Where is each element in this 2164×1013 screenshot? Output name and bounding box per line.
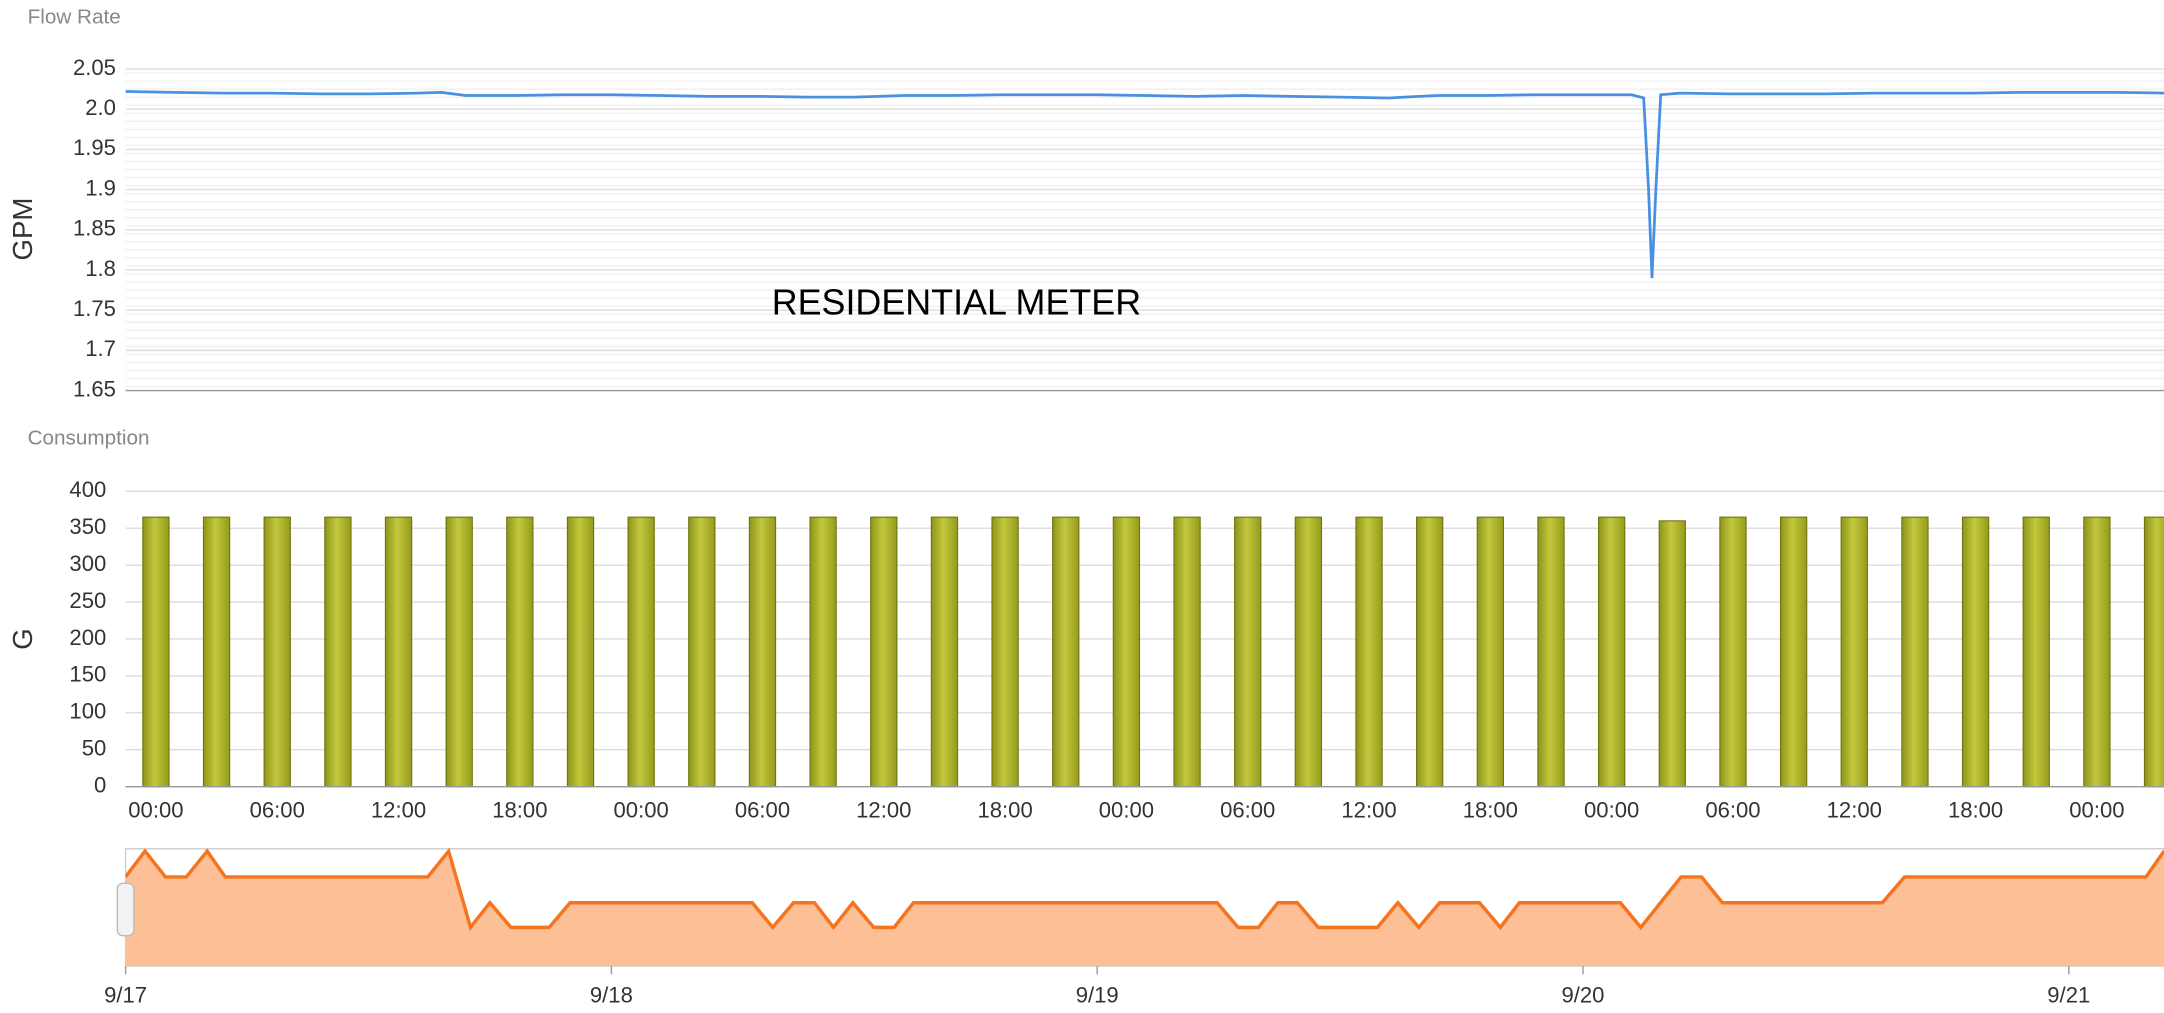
x-tick-label: 9/19	[1076, 982, 1119, 1007]
labels: 1.65 1.7 1.75 1.8 1.85 1.9 1.95 2.0 2.05 0 50 100 15…	[69, 55, 2164, 1007]
y-tick-label: 150	[69, 662, 106, 687]
x-tick-label: 06:00	[735, 797, 790, 822]
x-tick-label: 06:00	[1705, 797, 1760, 822]
x-tick-label: 12:00	[856, 797, 911, 822]
y-tick-label: 300	[69, 551, 106, 576]
x-tick-label: 12:00	[1341, 797, 1396, 822]
annotation: RESIDENTIAL METER	[772, 282, 1141, 322]
y-tick-label: 100	[69, 699, 106, 724]
bar	[1779, 516, 1808, 788]
y-tick-label: 1.8	[85, 256, 116, 281]
chart-title: Consumption	[28, 426, 150, 449]
x-tick-label: 18:00	[977, 797, 1032, 822]
bar	[688, 516, 716, 788]
y-tick-label: 2.05	[73, 55, 116, 80]
bar	[1961, 516, 1990, 788]
bar	[202, 516, 231, 788]
bar	[142, 516, 170, 788]
x-tick-label: 9/18	[590, 982, 633, 1007]
bar	[1476, 516, 1505, 788]
y-tick-label: 250	[69, 588, 106, 613]
x-tick-label: 12:00	[1827, 797, 1882, 822]
bar	[1537, 516, 1565, 788]
x-tick-label: 9/21	[2047, 982, 2090, 1007]
bar	[627, 516, 655, 788]
bar	[1294, 516, 1323, 788]
bar-plot	[125, 490, 2164, 788]
y-tick-label: 2.0	[85, 95, 116, 120]
bar	[809, 516, 837, 788]
x-tick-label: 00:00	[2069, 797, 2124, 822]
y-tick-label: 1.9	[85, 175, 116, 200]
x-tick-label: 00:00	[1584, 797, 1639, 822]
bar	[324, 516, 352, 788]
bar	[1719, 516, 1747, 788]
bar	[1840, 516, 1868, 788]
x-tick-label: 06:00	[1220, 797, 1275, 822]
area	[125, 851, 2164, 967]
bar	[445, 516, 473, 788]
y-tick-label: 1.95	[73, 135, 116, 160]
line	[125, 90, 2164, 279]
flow-plot	[125, 68, 2164, 392]
x-tick-label: 18:00	[492, 797, 547, 822]
y-tick-label: 0	[94, 772, 106, 797]
x-tick-label: 00:00	[614, 797, 669, 822]
navigator-handle[interactable]	[116, 882, 135, 937]
y-tick-label: 200	[69, 625, 106, 650]
bar	[1112, 516, 1141, 788]
y-tick-label: 1.65	[73, 376, 116, 401]
chart-title: Flow Rate	[28, 5, 121, 28]
bar	[2022, 516, 2050, 788]
bar	[2083, 516, 2111, 788]
bar	[1901, 516, 1929, 788]
x-tick-label: 12:00	[371, 797, 426, 822]
bar	[1052, 516, 1080, 788]
x-tick-label: 9/20	[1561, 982, 1604, 1007]
x-tick-label: 18:00	[1948, 797, 2003, 822]
bar	[748, 516, 777, 788]
bar	[506, 516, 534, 788]
x-tick-label: 06:00	[250, 797, 305, 822]
bar	[1173, 516, 1201, 788]
x-tick-label: 18:00	[1463, 797, 1518, 822]
bar	[1416, 516, 1444, 788]
y-tick-label: 50	[82, 736, 107, 761]
y-tick-label: 350	[69, 514, 106, 539]
y-tick-label: 1.75	[73, 296, 116, 321]
y-axis-label: GPM	[7, 198, 38, 261]
bar	[870, 516, 898, 788]
bar	[930, 516, 959, 788]
bar	[991, 516, 1019, 788]
bar	[2143, 516, 2164, 788]
bar	[1355, 516, 1383, 788]
bar	[1658, 520, 1686, 788]
area-line	[125, 847, 2164, 932]
bar	[1597, 516, 1626, 788]
y-tick-label: 1.7	[85, 336, 116, 361]
x-tick-label: 00:00	[1099, 797, 1154, 822]
y-axis-label: G	[7, 628, 38, 649]
bar	[384, 516, 413, 788]
navigator-plot	[125, 847, 2164, 967]
x-tick-label: 00:00	[128, 797, 183, 822]
y-tick-label: 400	[69, 477, 106, 502]
bar	[566, 516, 595, 788]
y-tick-label: 1.85	[73, 216, 116, 241]
x-tick-label: 9/17	[104, 982, 147, 1007]
bar	[1234, 516, 1262, 788]
bar	[263, 516, 291, 788]
